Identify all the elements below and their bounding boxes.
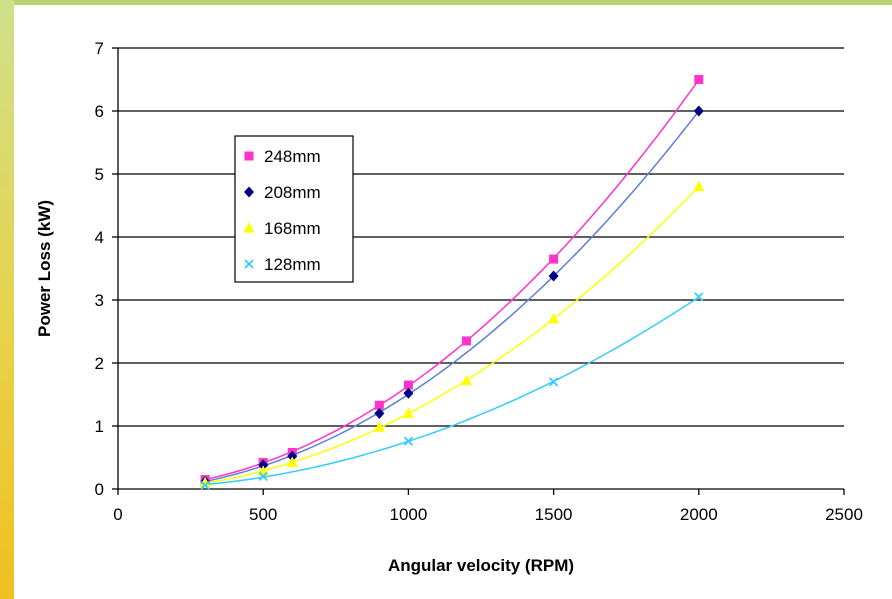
- x-tick-label: 500: [249, 505, 277, 524]
- side-stripe: [0, 0, 14, 599]
- point-128mm: [403, 436, 414, 446]
- legend-label: 128mm: [264, 255, 321, 274]
- point-248mm: [244, 151, 254, 161]
- point-128mm: [258, 471, 268, 482]
- trendline-128mm: [205, 296, 700, 486]
- chart-panel: 0 1 2 3 4 5 6 7 0 500 1000 1500 2000 2500 Angular vel…: [14, 5, 892, 599]
- point-208mm: [693, 105, 704, 117]
- trendline-248mm: [204, 79, 700, 481]
- x-tick-label: 0: [113, 505, 122, 524]
- legend-label: 168mm: [264, 219, 321, 238]
- y-tick-label: 4: [95, 228, 104, 247]
- point-168mm: [460, 374, 472, 386]
- y-tick-label: 6: [95, 102, 104, 121]
- legend-label: 208mm: [264, 183, 321, 202]
- point-168mm: [243, 222, 255, 233]
- point-208mm: [403, 387, 414, 399]
- point-168mm: [693, 180, 705, 192]
- data-points: [199, 75, 705, 490]
- point-248mm: [549, 254, 559, 264]
- point-128mm: [244, 259, 254, 269]
- point-208mm: [548, 270, 559, 282]
- y-axis-title: Power Loss (kW): [35, 200, 54, 337]
- y-tick-label: 7: [95, 39, 104, 58]
- point-248mm: [403, 380, 413, 390]
- y-tick-label: 1: [95, 417, 104, 436]
- point-248mm: [374, 400, 384, 410]
- point-208mm: [374, 407, 385, 419]
- point-168mm: [286, 456, 298, 468]
- power-loss-chart: 0 1 2 3 4 5 6 7 0 500 1000 1500 2000 2500 Angular vel…: [35, 39, 863, 575]
- x-tick-label: 2500: [825, 505, 863, 524]
- x-axis-title: Angular velocity (RPM): [388, 556, 574, 575]
- point-208mm: [258, 459, 269, 471]
- x-tick-label: 2000: [680, 505, 718, 524]
- y-tick-label: 3: [95, 291, 104, 310]
- axes: [112, 47, 845, 495]
- legend-box: [234, 135, 354, 283]
- tick-labels: 0 1 2 3 4 5 6 7 0 500 1000 1500 2000 2500: [95, 39, 863, 524]
- x-tick-label: 1500: [535, 505, 573, 524]
- point-168mm: [402, 407, 414, 418]
- point-248mm: [461, 336, 471, 346]
- point-168mm: [548, 312, 560, 324]
- x-tick-label: 1000: [389, 505, 427, 524]
- y-tick-label: 0: [95, 480, 104, 499]
- legend-label: 248mm: [264, 147, 321, 166]
- point-128mm: [200, 480, 210, 490]
- trendline-168mm: [204, 186, 700, 484]
- trendlines: [204, 79, 700, 486]
- y-tick-label: 2: [95, 354, 104, 373]
- point-208mm: [287, 450, 298, 462]
- top-band: [0, 0, 892, 5]
- point-128mm: [548, 377, 559, 387]
- point-168mm: [373, 421, 385, 432]
- legend: 248mm 208mm 168mm 128mm: [234, 135, 354, 283]
- y-tick-label: 5: [95, 165, 104, 184]
- point-248mm: [694, 75, 704, 84]
- point-168mm: [199, 476, 211, 488]
- grid-lines: [118, 47, 844, 427]
- trendline-208mm: [204, 110, 700, 483]
- point-128mm: [694, 292, 704, 302]
- point-208mm: [244, 186, 254, 198]
